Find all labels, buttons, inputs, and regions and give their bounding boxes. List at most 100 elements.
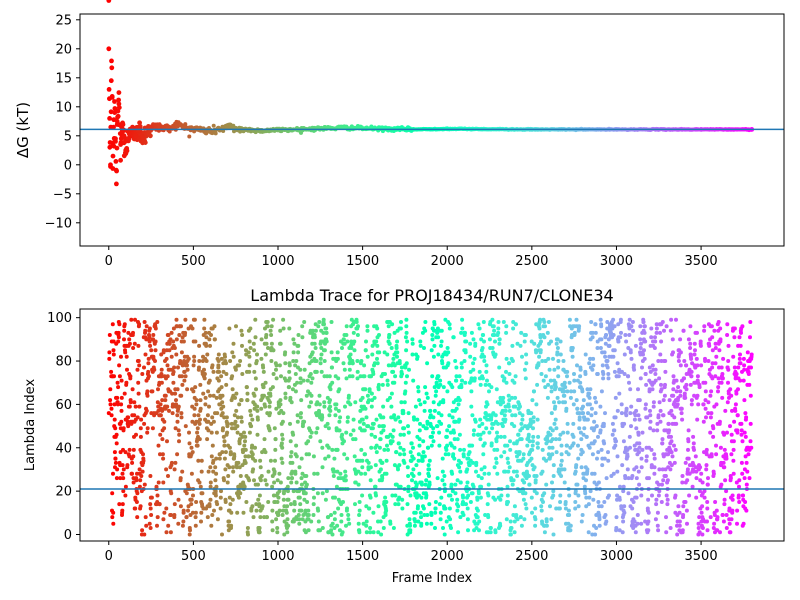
- lambda-point: [265, 320, 270, 324]
- lambda-point: [657, 467, 662, 472]
- lambda-point: [474, 469, 478, 474]
- lambda-point: [537, 326, 542, 331]
- lambda-point: [145, 426, 150, 431]
- lambda-point: [443, 317, 448, 322]
- lambda-point: [518, 404, 522, 409]
- lambda-point: [250, 504, 255, 509]
- lambda-point: [669, 439, 674, 444]
- lambda-point: [562, 467, 567, 472]
- lambda-point: [558, 493, 563, 498]
- lambda-point: [579, 437, 584, 442]
- lambda-point: [213, 493, 218, 498]
- lambda-point: [230, 497, 235, 502]
- lambda-point: [133, 404, 138, 409]
- lambda-point: [737, 478, 742, 483]
- lambda-point: [537, 354, 542, 359]
- lambda-point: [363, 452, 367, 457]
- lambda-point: [348, 402, 353, 407]
- lambda-point: [490, 346, 495, 350]
- lambda-point: [251, 467, 256, 472]
- lambda-point: [703, 406, 708, 411]
- lambda-point: [422, 346, 426, 350]
- lambda-point: [447, 326, 452, 331]
- lambda-point: [459, 365, 464, 370]
- lambda-point: [149, 348, 154, 353]
- lambda-point: [457, 465, 462, 470]
- lambda-point: [493, 339, 497, 344]
- lambda-point: [217, 456, 222, 461]
- lambda-point: [107, 333, 112, 337]
- lambda-point: [651, 404, 656, 409]
- lambda-point: [174, 398, 178, 403]
- lambda-point: [346, 393, 351, 398]
- lambda-point: [575, 363, 579, 368]
- lambda-point: [489, 385, 494, 390]
- lambda-point: [373, 434, 378, 439]
- lambda-point: [718, 445, 723, 450]
- lambda-point: [700, 532, 705, 537]
- lambda-point: [663, 382, 667, 387]
- lambda-point: [515, 439, 520, 444]
- lambda-point: [686, 428, 691, 433]
- lambda-point: [280, 445, 285, 450]
- lambda-point: [522, 367, 527, 372]
- lambda-point: [534, 350, 539, 355]
- lambda-point: [227, 465, 232, 470]
- lambda-point: [487, 430, 492, 435]
- lambda-point: [495, 471, 500, 476]
- lambda-point: [325, 421, 330, 426]
- lambda-point: [634, 495, 639, 500]
- lambda-point: [235, 415, 240, 420]
- lambda-point: [468, 369, 473, 374]
- lambda-point: [740, 439, 745, 444]
- lambda-point: [227, 519, 232, 524]
- lambda-point: [619, 402, 624, 407]
- lambda-point: [481, 452, 486, 457]
- lambda-point: [495, 400, 500, 405]
- lambda-point: [127, 337, 132, 342]
- lambda-point: [629, 324, 634, 329]
- x-tick-label: 500: [181, 254, 206, 269]
- lambda-point: [140, 372, 145, 376]
- lambda-point: [452, 430, 456, 435]
- lambda-point: [147, 339, 152, 344]
- lambda-point: [732, 419, 737, 424]
- lambda-point: [177, 439, 181, 444]
- lambda-point: [296, 513, 301, 517]
- lambda-point: [332, 456, 337, 461]
- lambda-point: [416, 385, 421, 390]
- lambda-point: [652, 346, 657, 350]
- lambda-point: [445, 389, 450, 394]
- lambda-point: [521, 497, 526, 502]
- lambda-point: [574, 398, 579, 403]
- dg-point: [116, 105, 122, 110]
- lambda-point: [656, 528, 661, 533]
- lambda-point: [368, 495, 373, 500]
- lambda-point: [144, 324, 149, 329]
- lambda-point: [661, 478, 666, 483]
- lambda-point: [183, 317, 188, 322]
- lambda-point: [294, 454, 299, 459]
- dg-key-point: [113, 136, 118, 142]
- lambda-point: [185, 387, 190, 392]
- lambda-point: [433, 506, 438, 511]
- lambda-point: [543, 374, 548, 379]
- lambda-point: [588, 387, 593, 392]
- lambda-point: [576, 456, 581, 461]
- lambda-point: [587, 361, 592, 366]
- lambda-point: [551, 356, 555, 361]
- lambda-point: [486, 515, 491, 520]
- lambda-point: [681, 328, 686, 333]
- lambda-point: [294, 480, 299, 485]
- lambda-point: [630, 474, 635, 478]
- lambda-point: [580, 513, 585, 517]
- lambda-point: [297, 465, 302, 470]
- lambda-point: [668, 526, 673, 530]
- lambda-point: [646, 510, 651, 515]
- x-tick-label: 0: [105, 254, 113, 269]
- lambda-point: [482, 354, 487, 359]
- lambda-point: [423, 320, 428, 324]
- lambda-point: [603, 513, 608, 517]
- lambda-point: [542, 491, 547, 496]
- lambda-point: [648, 408, 652, 413]
